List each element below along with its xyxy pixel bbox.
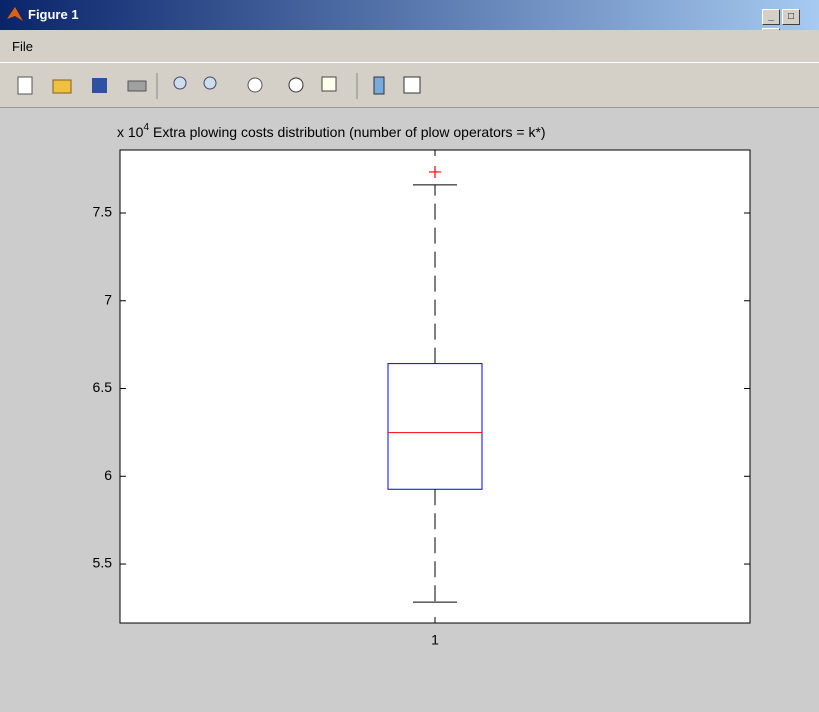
- chart-title: Extra plowing costs distribution (number…: [153, 124, 546, 140]
- y-scale-exponent: 4: [143, 122, 149, 133]
- new-icon[interactable]: [17, 76, 33, 95]
- y-tick-label: 7: [104, 291, 112, 307]
- pan-icon[interactable]: [247, 77, 263, 93]
- y-scale-label: x 10: [117, 124, 144, 140]
- colorbar-icon[interactable]: [373, 76, 385, 95]
- print-icon[interactable]: [127, 80, 147, 92]
- zoom-in-icon[interactable]: [173, 76, 187, 90]
- menu-item[interactable]: File: [12, 39, 33, 54]
- app-icon: [7, 7, 23, 21]
- x-tick-label: 1: [431, 632, 439, 648]
- save-icon[interactable]: [92, 78, 107, 93]
- menu-bar: File: [0, 30, 819, 62]
- toolbar-icons: [17, 73, 421, 99]
- y-tick-label: 6: [104, 467, 112, 483]
- y-tick-label: 6.5: [93, 379, 113, 395]
- box: [387, 363, 483, 490]
- flier: [429, 165, 441, 178]
- maximize-button[interactable]: □: [782, 9, 800, 25]
- y-tick-label: 5.5: [93, 555, 113, 571]
- open-icon[interactable]: [52, 79, 72, 94]
- data-cursor-icon[interactable]: [321, 76, 337, 92]
- zoom-out-icon[interactable]: [203, 76, 217, 90]
- window-title: Figure 1: [28, 7, 79, 22]
- rotate-icon[interactable]: [288, 77, 304, 93]
- y-tick-label: 7.5: [93, 204, 113, 220]
- legend-icon[interactable]: [403, 76, 421, 94]
- chart-title-group: x 104 Extra plowing costs distribution (n…: [117, 122, 546, 140]
- toolbar: [0, 62, 819, 108]
